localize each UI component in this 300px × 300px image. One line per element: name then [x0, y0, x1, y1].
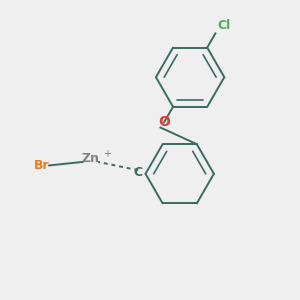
Text: Cl: Cl: [218, 19, 231, 32]
Text: +: +: [103, 149, 111, 160]
Text: Zn: Zn: [82, 152, 100, 165]
Text: C: C: [134, 166, 142, 179]
Text: O: O: [158, 115, 170, 129]
Text: Br: Br: [34, 159, 49, 172]
